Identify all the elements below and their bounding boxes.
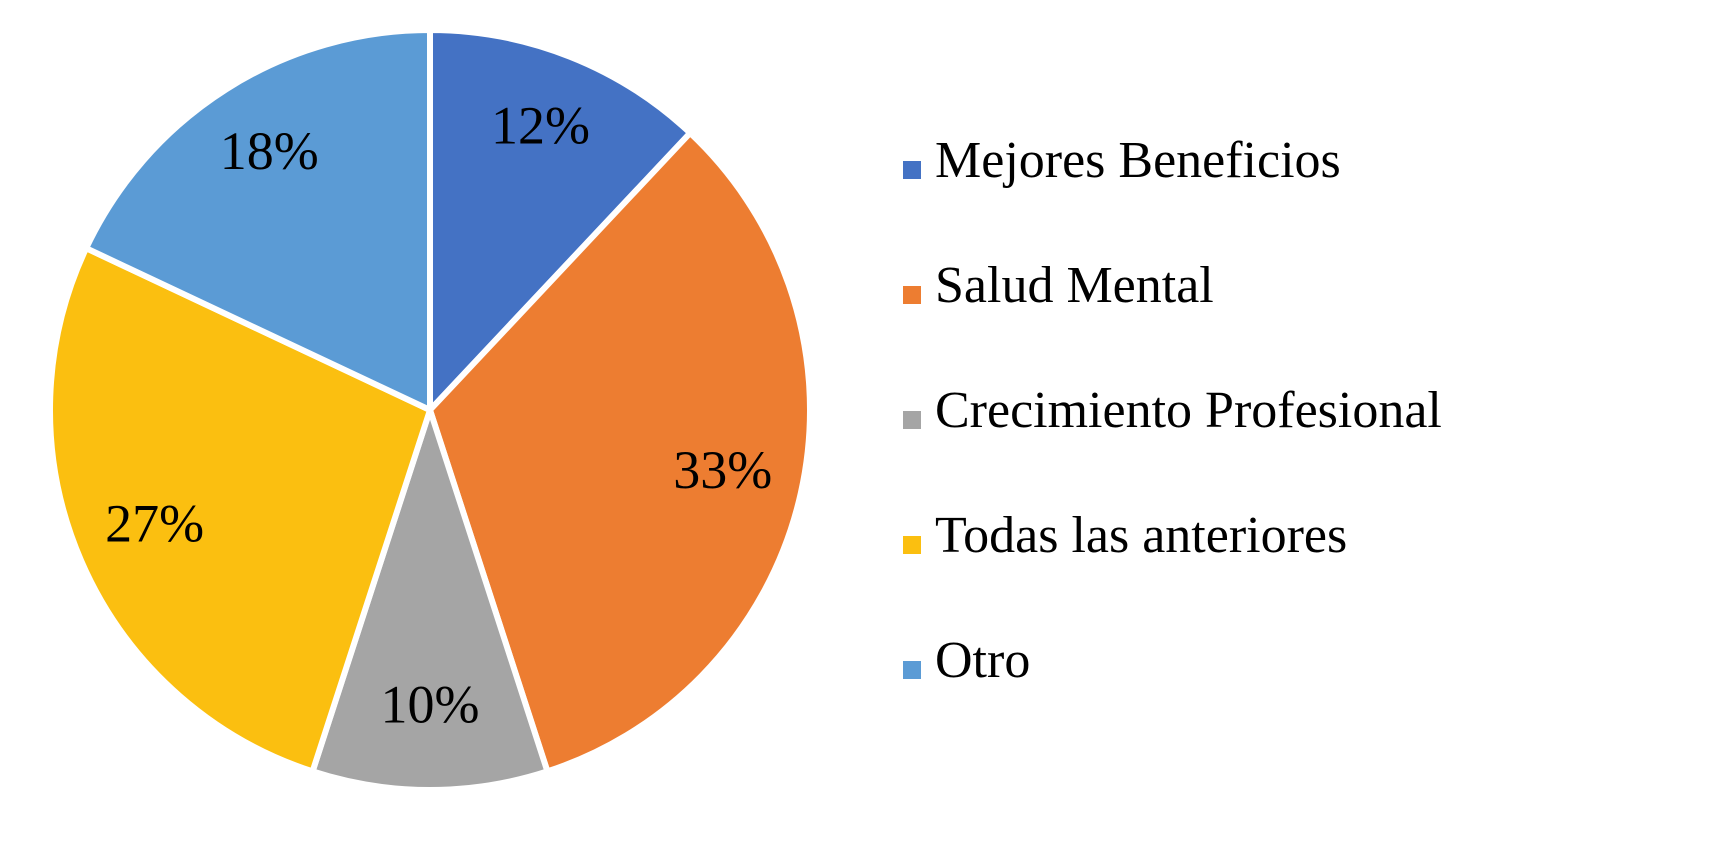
data-label: 33% (673, 440, 772, 500)
legend-label: Todas las anteriores (935, 507, 1347, 564)
data-label: 12% (491, 95, 590, 155)
legend-swatch (903, 661, 921, 679)
pie-slice (309, 407, 551, 793)
legend-swatch (903, 286, 921, 304)
pie-slice (47, 245, 433, 775)
legend-swatch (903, 536, 921, 554)
pie-slice (83, 27, 433, 413)
legend-label: Mejores Beneficios (935, 132, 1341, 189)
data-label: 27% (105, 494, 204, 554)
legend-swatch (903, 161, 921, 179)
data-label: 18% (220, 121, 319, 181)
pie-slice (427, 129, 813, 775)
data-label: 10% (381, 674, 480, 734)
legend-label: Otro (935, 632, 1030, 689)
legend-swatch (903, 411, 921, 429)
legend-label: Crecimiento Profesional (935, 382, 1442, 439)
pie-slice (427, 27, 694, 413)
legend-label: Salud Mental (935, 257, 1214, 314)
